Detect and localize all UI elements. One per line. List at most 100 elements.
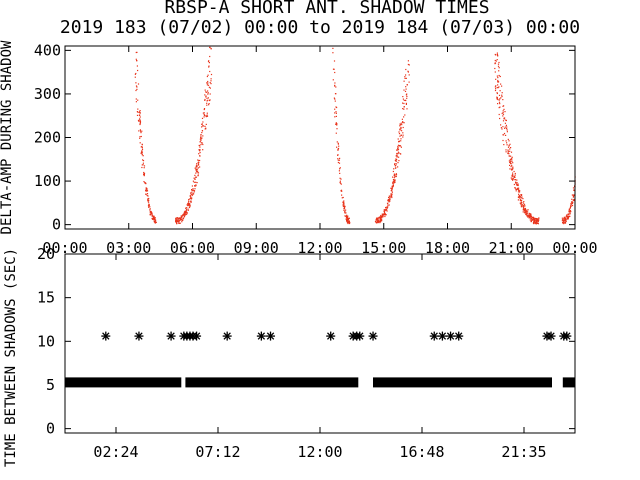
data-point	[146, 189, 148, 191]
data-point	[393, 177, 395, 179]
data-point	[529, 213, 531, 215]
data-point	[190, 198, 192, 200]
data-point	[175, 220, 177, 222]
data-point	[496, 53, 498, 56]
data-point	[533, 221, 535, 223]
data-point	[392, 170, 394, 173]
data-point	[570, 211, 572, 213]
data-point	[524, 212, 526, 214]
data-point	[332, 79, 334, 81]
data-point	[195, 169, 197, 171]
data-point	[190, 201, 192, 203]
data-point	[518, 194, 520, 197]
chart-title: RBSP-A SHORT ANT. SHADOW TIMES	[164, 0, 489, 18]
data-point	[150, 210, 152, 212]
data-point	[513, 183, 515, 186]
interval-point	[562, 331, 572, 341]
data-point	[501, 85, 503, 87]
data-point	[514, 172, 516, 175]
data-point	[202, 112, 204, 114]
data-point	[339, 177, 341, 179]
data-point	[148, 205, 150, 207]
data-point	[562, 221, 564, 224]
data-point	[391, 187, 393, 189]
data-point	[498, 113, 500, 116]
data-point	[206, 104, 208, 106]
data-point	[201, 142, 203, 144]
data-point	[186, 207, 188, 209]
data-point	[208, 60, 210, 62]
x-tick-label: 21:35	[501, 443, 546, 461]
data-point	[404, 76, 406, 78]
data-point	[531, 216, 533, 218]
data-point	[391, 189, 393, 191]
data-point	[347, 215, 349, 217]
data-point	[518, 196, 520, 199]
data-point	[197, 167, 199, 169]
data-point	[201, 123, 203, 125]
data-point	[344, 215, 346, 217]
x-tick-label: 18:00	[425, 239, 470, 257]
data-point	[522, 198, 524, 200]
data-point	[335, 111, 337, 113]
data-point	[398, 140, 400, 142]
data-point	[186, 211, 188, 213]
data-point	[396, 152, 398, 155]
data-point	[520, 203, 522, 205]
data-point	[334, 85, 336, 87]
data-point	[385, 214, 387, 216]
data-point	[207, 60, 210, 63]
data-point	[503, 134, 505, 136]
data-point	[396, 156, 398, 158]
data-point	[406, 84, 408, 86]
data-point	[397, 148, 399, 150]
data-point	[523, 212, 526, 214]
data-point	[403, 80, 405, 82]
data-point	[392, 186, 394, 188]
data-point	[175, 218, 177, 220]
data-point	[518, 187, 520, 189]
data-point	[394, 173, 396, 175]
data-point	[536, 220, 538, 222]
data-point	[186, 212, 188, 214]
data-point	[512, 176, 514, 178]
data-point	[186, 204, 188, 206]
data-point	[388, 195, 390, 197]
data-point	[523, 201, 525, 203]
data-point	[190, 192, 192, 194]
data-point	[568, 216, 570, 218]
data-point	[502, 113, 505, 115]
data-point	[147, 195, 149, 197]
data-point	[532, 218, 534, 220]
data-point	[386, 209, 388, 211]
data-point	[499, 103, 501, 105]
data-point	[376, 218, 378, 220]
data-point	[187, 204, 189, 206]
data-point	[196, 166, 198, 168]
data-point	[198, 153, 200, 155]
data-point	[398, 156, 400, 158]
x-tick-label: 16:48	[399, 443, 444, 461]
data-point	[196, 169, 198, 171]
data-point	[345, 215, 347, 217]
data-point	[143, 171, 145, 174]
data-point	[384, 213, 386, 215]
data-point	[516, 184, 519, 186]
delta-amp-y-axis-label: DELTA-AMP DURING SHADOW	[0, 40, 15, 234]
data-point	[147, 199, 149, 201]
data-point	[346, 218, 348, 221]
data-point	[202, 143, 204, 146]
data-point	[383, 213, 385, 215]
data-point	[535, 223, 537, 225]
data-point	[502, 139, 504, 142]
data-point	[535, 219, 537, 221]
data-point	[407, 63, 409, 66]
data-point	[561, 219, 564, 221]
data-point	[343, 207, 346, 210]
data-point	[199, 152, 201, 154]
data-point	[388, 204, 390, 206]
data-point	[571, 194, 573, 196]
data-point	[527, 209, 529, 211]
data-point	[537, 218, 539, 220]
data-point	[393, 182, 395, 184]
